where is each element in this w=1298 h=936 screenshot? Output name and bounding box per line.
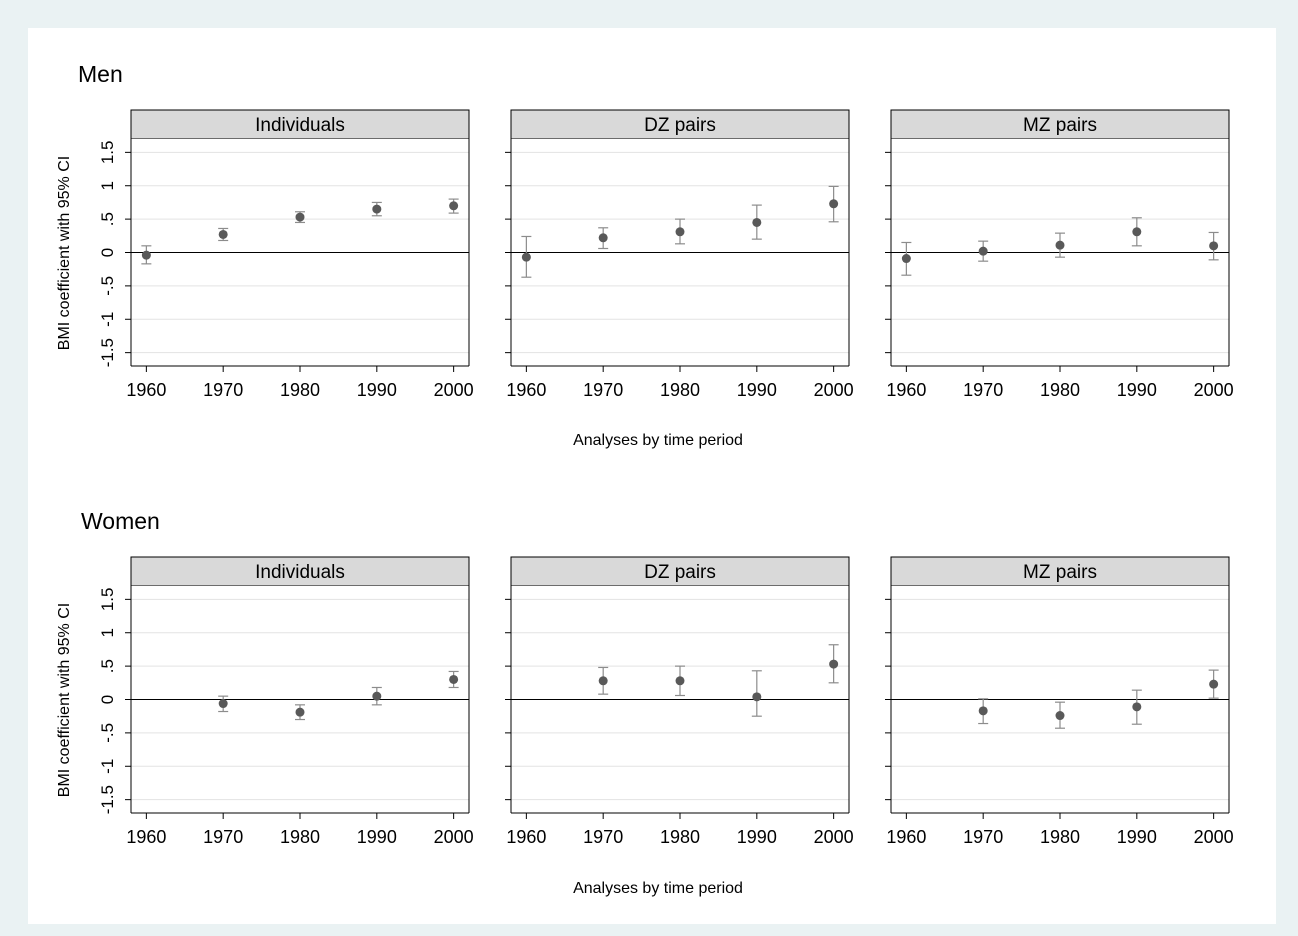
men-dz-pairs-point-2	[675, 227, 685, 237]
women-x-axis-label: Analyses by time period	[573, 880, 743, 897]
women-dz-pairs-x-tick-label-2: 1980	[660, 827, 700, 847]
men-individuals-x-tick-label-2: 1980	[280, 380, 320, 400]
women-dz-pairs-point-2	[752, 692, 762, 702]
chart-canvas: Men BMI coefficient with 95% CI Analyses…	[56, 61, 1234, 897]
women-mz-pairs-x-tick-label-0: 1960	[886, 827, 926, 847]
women-dz-pairs-point-3	[829, 659, 839, 669]
men-section-title: Men	[78, 61, 123, 87]
women-mz-pairs-point-1	[1055, 711, 1065, 721]
women-mz-pairs-x-tick-label-4: 2000	[1194, 827, 1234, 847]
women-y-tick-label-0: -1.5	[98, 785, 117, 814]
men-dz-pairs-point-3	[752, 217, 762, 227]
women-dz-pairs-x-tick-label-4: 2000	[814, 827, 854, 847]
men-mz-pairs-x-tick-label-2: 1980	[1040, 380, 1080, 400]
men-individuals-point-0	[141, 250, 151, 260]
women-individuals-strip	[130, 556, 470, 587]
men-dz-pairs-x-tick-label-4: 2000	[814, 380, 854, 400]
women-y-axis-label: BMI coefficient with 95% CI	[56, 603, 73, 797]
women-mz-pairs-point-0	[978, 706, 988, 716]
men-individuals-point-2	[295, 212, 305, 222]
men-mz-pairs-strip-label: MZ pairs	[1023, 115, 1097, 136]
men-mz-pairs-x-tick-label-3: 1990	[1117, 380, 1157, 400]
men-y-tick-label-4: .5	[98, 212, 117, 226]
women-individuals-x-tick-label-1: 1970	[203, 827, 243, 847]
women-dz-pairs-strip-label: DZ pairs	[644, 562, 716, 583]
women-dz-pairs-x-tick-label-3: 1990	[737, 827, 777, 847]
women-y-tick-label-4: .5	[98, 659, 117, 673]
men-dz-pairs-point-0	[521, 252, 531, 262]
men-dz-pairs-point-4	[829, 199, 839, 209]
men-individuals-x-tick-label-0: 1960	[126, 380, 166, 400]
men-dz-pairs-strip	[510, 109, 850, 140]
men-individuals-point-1	[218, 229, 228, 239]
women-dz-pairs-point-1	[675, 676, 685, 686]
men-mz-pairs-point-1	[978, 246, 988, 256]
men-mz-pairs-point-2	[1055, 240, 1065, 250]
women-mz-pairs-strip	[890, 556, 1230, 587]
men-individuals-x-tick-label-3: 1990	[357, 380, 397, 400]
men-individuals-strip	[130, 109, 470, 140]
women-y-tick-label-6: 1.5	[98, 588, 117, 612]
women-y-tick-label-2: -.5	[98, 723, 117, 743]
women-mz-pairs-point-2	[1132, 702, 1142, 712]
men-individuals-x-tick-label-1: 1970	[203, 380, 243, 400]
women-individuals-point-3	[449, 674, 459, 684]
men-y-tick-label-0: -1.5	[98, 338, 117, 367]
men-individuals-point-3	[372, 204, 382, 214]
men-dz-pairs-x-tick-label-0: 1960	[506, 380, 546, 400]
women-individuals-x-tick-label-3: 1990	[357, 827, 397, 847]
women-section-title: Women	[81, 508, 160, 534]
men-y-tick-label-5: 1	[98, 181, 117, 190]
men-individuals-x-tick-label-4: 2000	[434, 380, 474, 400]
women-mz-pairs-x-tick-label-3: 1990	[1117, 827, 1157, 847]
women-individuals-strip-label: Individuals	[255, 562, 345, 583]
men-dz-pairs-strip-label: DZ pairs	[644, 115, 716, 136]
women-y-tick-label-3: 0	[98, 695, 117, 704]
women-individuals-point-1	[295, 707, 305, 717]
women-mz-pairs-x-tick-label-1: 1970	[963, 827, 1003, 847]
men-y-axis-label: BMI coefficient with 95% CI	[56, 156, 73, 350]
women-mz-pairs-x-tick-label-2: 1980	[1040, 827, 1080, 847]
figure-frame: Men BMI coefficient with 95% CI Analyses…	[28, 28, 1276, 924]
men-mz-pairs-strip	[890, 109, 1230, 140]
men-y-tick-label-1: -1	[98, 312, 117, 327]
men-y-tick-label-6: 1.5	[98, 141, 117, 165]
women-dz-pairs-point-0	[598, 676, 608, 686]
women-individuals-x-tick-label-4: 2000	[434, 827, 474, 847]
women-y-tick-label-1: -1	[98, 759, 117, 774]
men-mz-pairs-x-tick-label-0: 1960	[886, 380, 926, 400]
men-individuals-strip-label: Individuals	[255, 115, 345, 136]
women-panels: Individuals -1.5 -1 -.5 0 .5 1 1.5 1960 1970 1980 1…	[98, 556, 1234, 847]
women-y-tick-label-5: 1	[98, 628, 117, 637]
men-individuals-point-4	[449, 201, 459, 211]
men-dz-pairs-x-tick-label-1: 1970	[583, 380, 623, 400]
men-x-axis-label: Analyses by time period	[573, 432, 743, 449]
men-mz-pairs-x-tick-label-4: 2000	[1194, 380, 1234, 400]
men-dz-pairs-x-tick-label-3: 1990	[737, 380, 777, 400]
men-y-tick-label-3: 0	[98, 248, 117, 257]
men-mz-pairs-x-tick-label-1: 1970	[963, 380, 1003, 400]
women-individuals-point-0	[218, 699, 228, 709]
women-mz-pairs-strip-label: MZ pairs	[1023, 562, 1097, 583]
women-individuals-x-tick-label-2: 1980	[280, 827, 320, 847]
women-individuals-point-2	[372, 691, 382, 701]
women-dz-pairs-x-tick-label-0: 1960	[506, 827, 546, 847]
men-panels: Individuals -1.5 -1 -.5 0 .5 1 1.5 1960 1970 1980 1…	[98, 109, 1234, 400]
men-dz-pairs-x-tick-label-2: 1980	[660, 380, 700, 400]
men-mz-pairs-point-0	[901, 254, 911, 264]
women-dz-pairs-strip	[510, 556, 850, 587]
women-mz-pairs-point-3	[1209, 679, 1219, 689]
women-individuals-x-tick-label-0: 1960	[126, 827, 166, 847]
men-mz-pairs-point-3	[1132, 227, 1142, 237]
men-y-tick-label-2: -.5	[98, 276, 117, 296]
women-dz-pairs-x-tick-label-1: 1970	[583, 827, 623, 847]
men-mz-pairs-point-4	[1209, 241, 1219, 251]
men-dz-pairs-point-1	[598, 233, 608, 243]
